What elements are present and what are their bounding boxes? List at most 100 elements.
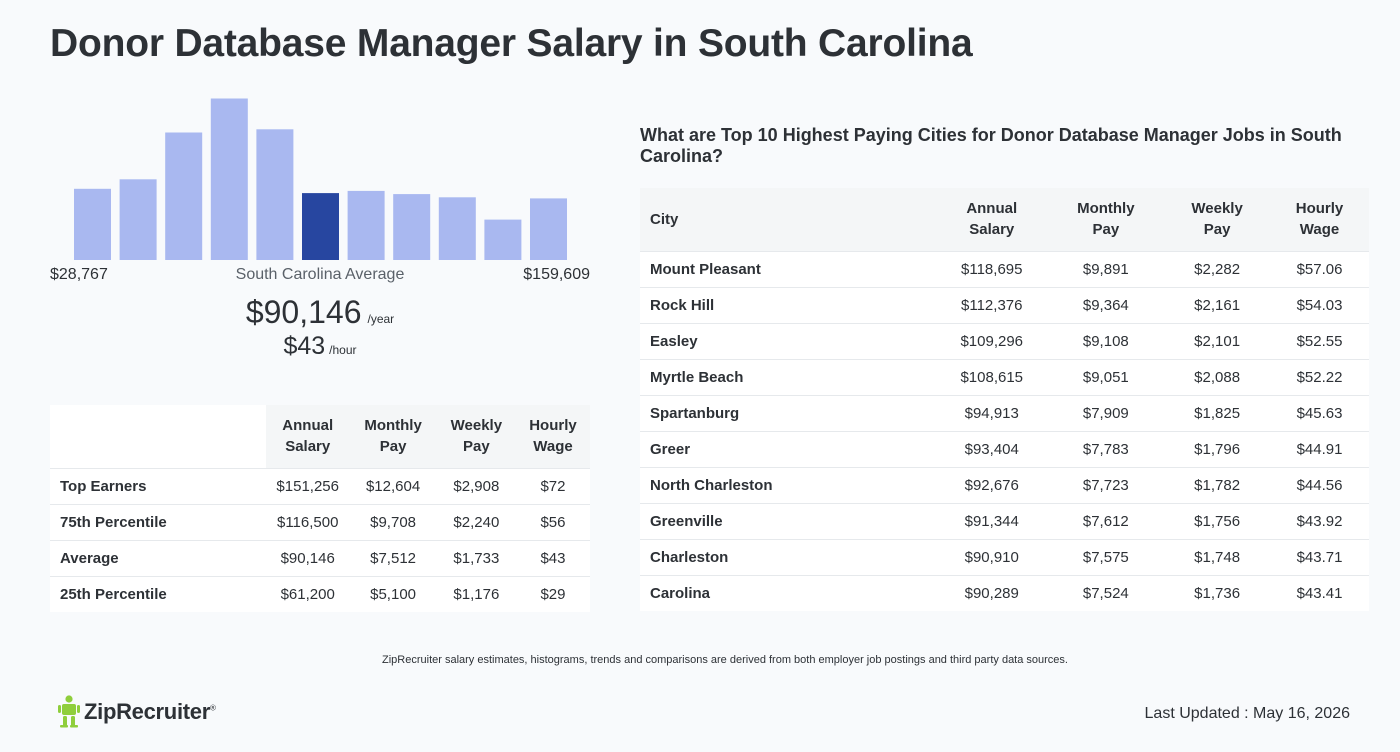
monthly-cell: $12,604 (349, 467, 437, 504)
monthly-cell: $9,364 (1047, 286, 1165, 323)
monthly-cell: $9,891 (1047, 250, 1165, 287)
hourly-cell: $43.41 (1270, 574, 1369, 611)
percentile-header-weekly: Weekly Pay (436, 405, 516, 468)
hourly-cell: $57.06 (1270, 250, 1369, 287)
cities-table-header: City Annual Salary Monthly Pay Weekly Pay H… (640, 188, 1369, 251)
annual-cell: $93,404 (936, 430, 1048, 467)
annual-cell: $151,256 (266, 467, 350, 504)
hourly-cell: $44.91 (1270, 430, 1369, 467)
cities-header-monthly: Monthly Pay (1047, 188, 1165, 251)
percentile-table-header: Annual Salary Monthly Pay Weekly Pay Hourly… (50, 405, 590, 468)
hourly-cell: $29 (515, 575, 590, 612)
weekly-cell: $1,796 (1164, 430, 1271, 467)
table-row: Carolina $90,289 $7,524 $1,736 $43.41 (640, 574, 1369, 611)
hourly-cell: $54.03 (1270, 286, 1369, 323)
annual-cell: $94,913 (936, 394, 1048, 431)
hourly-cell: $52.22 (1270, 358, 1369, 395)
annual-cell: $108,615 (936, 358, 1048, 395)
average-yearly-value: $90,146 (245, 294, 362, 330)
weekly-cell: $1,825 (1164, 394, 1271, 431)
city-name-cell: Mount Pleasant (640, 250, 936, 287)
weekly-cell: $1,176 (436, 575, 516, 612)
city-name-cell: Myrtle Beach (640, 358, 936, 395)
weekly-cell: $2,161 (1164, 286, 1271, 323)
annual-cell: $90,910 (936, 538, 1048, 575)
weekly-cell: $1,782 (1164, 466, 1271, 503)
row-label: Average (50, 539, 266, 576)
histogram-min-label: $28,767 (50, 266, 108, 283)
histogram-bar (484, 219, 522, 260)
monthly-cell: $7,909 (1047, 394, 1165, 431)
city-name-cell: North Charleston (640, 466, 936, 503)
cities-header-annual: Annual Salary (936, 188, 1048, 251)
table-row: North Charleston $92,676 $7,723 $1,782 $44.5… (640, 466, 1369, 503)
percentile-header-hourly: Hourly Wage (515, 405, 590, 468)
cities-table: City Annual Salary Monthly Pay Weekly Pay H… (640, 188, 1369, 611)
histogram-bar (530, 198, 567, 260)
histogram-bar (74, 188, 111, 260)
city-name-cell: Easley (640, 322, 936, 359)
table-row: Average $90,146 $7,512 $1,733 $43 (50, 539, 590, 576)
monthly-cell: $9,708 (349, 503, 437, 540)
row-label: 75th Percentile (50, 503, 266, 540)
city-name-cell: Charleston (640, 538, 936, 575)
annual-cell: $90,289 (936, 574, 1048, 611)
salary-histogram (50, 90, 590, 260)
annual-cell: $90,146 (266, 539, 350, 576)
hourly-cell: $56 (515, 503, 590, 540)
weekly-cell: $2,240 (436, 503, 516, 540)
histogram-max-label: $159,609 (523, 266, 590, 283)
monthly-cell: $7,612 (1047, 502, 1165, 539)
hourly-cell: $44.56 (1270, 466, 1369, 503)
weekly-cell: $1,733 (436, 539, 516, 576)
hourly-cell: $43 (515, 539, 590, 576)
histogram-bar-average (302, 193, 339, 260)
cities-heading: What are Top 10 Highest Paying Cities fo… (640, 125, 1342, 166)
annual-cell: $91,344 (936, 502, 1048, 539)
row-label: Top Earners (50, 467, 266, 504)
percentile-header-monthly: Monthly Pay (349, 405, 437, 468)
weekly-cell: $1,748 (1164, 538, 1271, 575)
annual-cell: $109,296 (936, 322, 1048, 359)
percentile-header-annual: Annual Salary (266, 405, 350, 468)
annual-cell: $61,200 (266, 575, 350, 612)
histogram-bar (119, 179, 157, 260)
histogram-svg (74, 98, 567, 260)
last-updated: Last Updated : May 16, 2026 (1144, 705, 1350, 722)
table-row: Greenville $91,344 $7,612 $1,756 $43.92 (640, 502, 1369, 539)
average-hourly-unit: /hour (329, 343, 357, 357)
weekly-cell: $2,282 (1164, 250, 1271, 287)
monthly-cell: $7,524 (1047, 574, 1165, 611)
weekly-cell: $1,756 (1164, 502, 1271, 539)
monthly-cell: $7,783 (1047, 430, 1165, 467)
table-row: Mount Pleasant $118,695 $9,891 $2,282 $57.06 (640, 250, 1369, 287)
hourly-cell: $52.55 (1270, 322, 1369, 359)
monthly-cell: $5,100 (349, 575, 437, 612)
monthly-cell: $9,108 (1047, 322, 1165, 359)
ziprecruiter-mark-icon (58, 695, 80, 728)
average-yearly-unit: /year (367, 312, 395, 326)
percentile-table: Annual Salary Monthly Pay Weekly Pay Hourly… (50, 405, 590, 612)
weekly-cell: $1,736 (1164, 574, 1271, 611)
average-label: South Carolina Average (235, 266, 405, 283)
monthly-cell: $9,051 (1047, 358, 1165, 395)
histogram-bar (165, 132, 203, 260)
table-row: 75th Percentile $116,500 $9,708 $2,240 $… (50, 503, 590, 540)
logo-text: ZipRecruiter® (84, 699, 216, 724)
average-hourly: $43/hour (50, 332, 590, 361)
average-hourly-value: $43 (283, 332, 326, 360)
ziprecruiter-logo[interactable]: ZipRecruiter® (58, 694, 216, 730)
weekly-cell: $2,088 (1164, 358, 1271, 395)
cities-header-weekly: Weekly Pay (1164, 188, 1271, 251)
city-name-cell: Greenville (640, 502, 936, 539)
table-row: 25th Percentile $61,200 $5,100 $1,176 $2… (50, 575, 590, 612)
table-row: Greer $93,404 $7,783 $1,796 $44.91 (640, 430, 1369, 467)
histogram-bar (210, 98, 248, 260)
table-row: Spartanburg $94,913 $7,909 $1,825 $45.63 (640, 394, 1369, 431)
annual-cell: $118,695 (936, 250, 1048, 287)
hourly-cell: $43.92 (1270, 502, 1369, 539)
table-row: Myrtle Beach $108,615 $9,051 $2,088 $52.22 (640, 358, 1369, 395)
hourly-cell: $43.71 (1270, 538, 1369, 575)
city-name-cell: Rock Hill (640, 286, 936, 323)
monthly-cell: $7,512 (349, 539, 437, 576)
